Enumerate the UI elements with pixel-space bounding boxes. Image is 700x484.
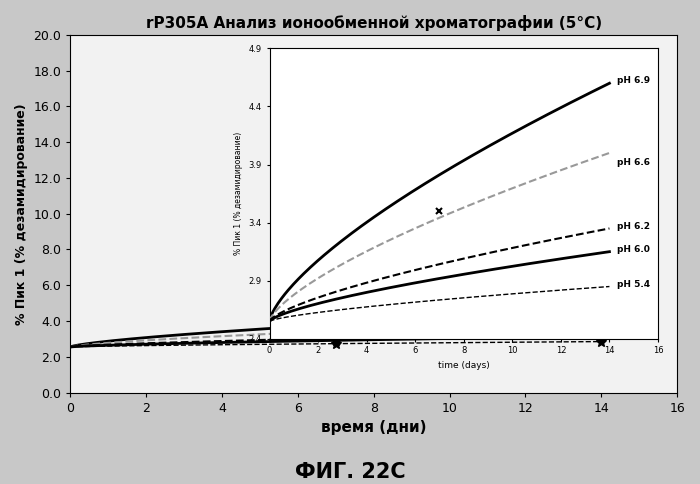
Text: ФИГ. 22C: ФИГ. 22C [295, 462, 405, 482]
Text: pH 6.2: pH 6.2 [617, 222, 650, 230]
X-axis label: время (дни): время (дни) [321, 420, 426, 435]
Y-axis label: % Пик 1 (% дезамидирование): % Пик 1 (% дезамидирование) [234, 132, 243, 255]
Title: rP305A Анализ ионообменной хроматографии (5°C): rP305A Анализ ионообменной хроматографии… [146, 15, 602, 31]
Y-axis label: % Пик 1 (% дезамидирование): % Пик 1 (% дезамидирование) [15, 103, 28, 325]
Text: pH 5.4: pH 5.4 [617, 280, 650, 288]
Text: pH 6.0: pH 6.0 [617, 245, 650, 254]
Text: pH 6.9: pH 6.9 [617, 76, 650, 85]
Text: pH 6.6: pH 6.6 [617, 158, 650, 166]
X-axis label: time (days): time (days) [438, 361, 489, 370]
